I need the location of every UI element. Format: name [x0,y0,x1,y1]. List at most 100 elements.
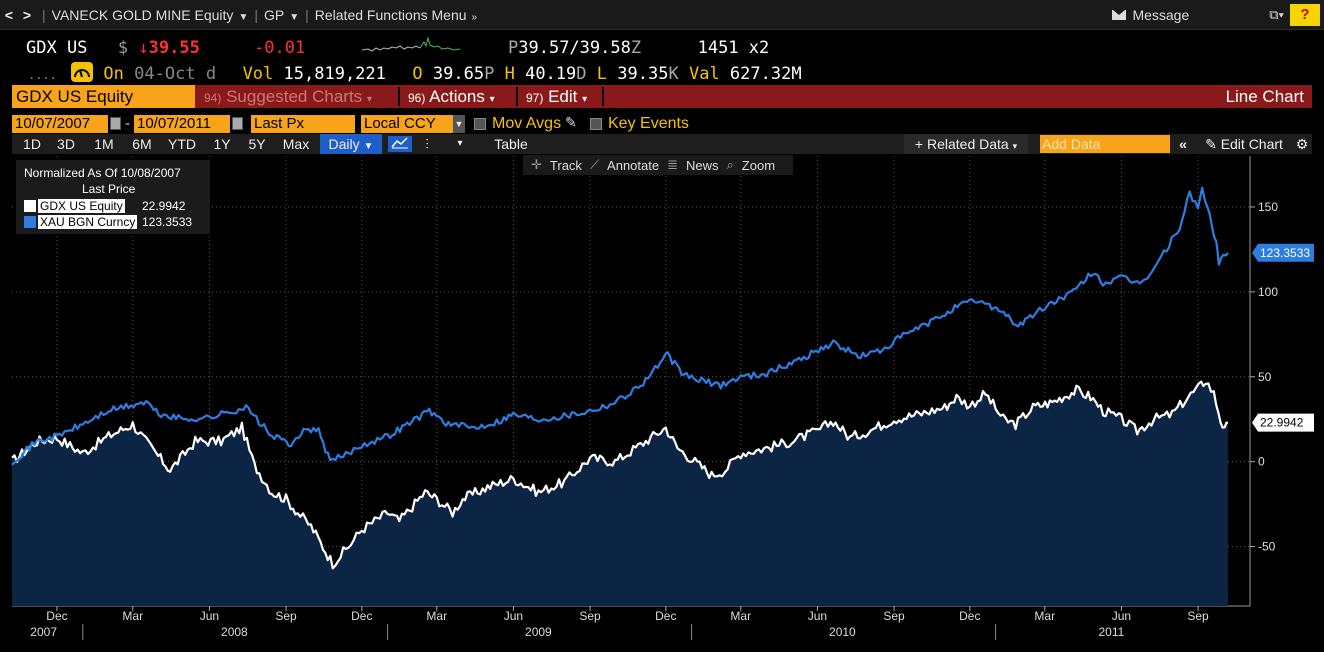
caret-down-icon: ▾ [582,94,588,105]
caret-down-icon: ▾ [366,94,372,105]
legend-item-name: XAU BGN Curncy [38,215,138,229]
menu-bar: GDX US Equity 94) Suggested Charts ▾ 96)… [12,85,1312,108]
low-value: 39.35 [617,64,669,84]
series-line-xau [11,186,1229,466]
period-1d[interactable]: 1D [23,136,41,152]
plus-icon: + [914,136,924,152]
related-data-menu[interactable]: + Related Data ▾ [904,134,1028,154]
dots: .... [28,68,57,82]
volume-value: 15,819,221 [283,64,386,84]
period-5y[interactable]: 5Y [248,136,266,152]
x-tick-label: Dec [959,609,980,623]
function-name: GP [263,6,285,23]
edit-menu[interactable]: 97) Edit ▾ [522,85,587,108]
low-exchange: K [668,64,679,84]
collapse-icon[interactable]: « [1179,136,1187,152]
sparkline-icon [362,36,461,52]
divider [398,87,400,106]
annotate-icon: ⟋ [589,157,600,172]
frequency-label: Daily [328,136,360,152]
year-label: 2007 [30,625,57,639]
on-label: On [103,64,124,84]
related-data-label: Related Data [926,136,1009,152]
table-button[interactable]: Table [494,136,528,152]
x-tick-label: Dec [655,609,676,623]
open-label: O [412,64,423,84]
down-arrow-icon: ↓ [138,38,149,58]
actions-menu[interactable]: 96) Actions ▾ [404,85,495,108]
currency-symbol: $ [117,38,129,58]
security-menu[interactable]: VANECK GOLD MINE Equity ▼ [52,7,249,23]
track-button[interactable]: Track [549,157,582,173]
price-field-select[interactable]: Last Px [251,115,355,133]
low-label: L [596,64,608,84]
value-traded: 627.32M [729,64,802,84]
y-tick-label: 100 [1258,285,1278,299]
caret-down-icon: ▾ [489,94,495,105]
mov-avgs-checkbox[interactable] [474,118,486,130]
legend-item-gdx[interactable]: GDX US Equity 22.9942 [24,198,185,214]
high-exchange: D [576,64,587,84]
ticker: GDX US [26,38,88,58]
period-max[interactable]: Max [282,136,310,152]
forward-icon[interactable]: > [22,6,32,23]
x-tick-label: Sep [883,609,905,623]
suggested-charts-menu[interactable]: 94) Suggested Charts ▾ [200,85,372,108]
currency-select[interactable]: Local CCY [361,115,453,133]
gear-icon[interactable]: ⚙ [1295,136,1309,152]
period-1y[interactable]: 1Y [213,136,231,152]
pencil-icon: ✎ [1205,136,1217,152]
pencil-icon[interactable]: ✎ [565,114,577,130]
last-value-tag-bg [1252,243,1314,262]
window-menu-icon[interactable]: ⧉▾ [1269,6,1284,22]
key-events-checkbox[interactable] [590,118,602,130]
caret-down-icon[interactable]: ▾ [457,138,463,149]
net-change: -0.01 [254,38,306,58]
period-ytd[interactable]: YTD [168,136,196,152]
period-1m[interactable]: 1M [94,136,114,152]
security-name: VANECK GOLD MINE Equity [51,6,234,23]
calendar-icon[interactable] [232,117,243,130]
start-date-field[interactable]: 10/07/2007 [12,115,108,133]
period-3d[interactable]: 3D [57,136,75,152]
add-data-input[interactable]: Add Data [1040,135,1170,153]
last-price: 39.55 [148,38,200,58]
news-icon: ≣ [667,157,678,172]
zoom-button[interactable]: Zoom [741,157,776,173]
news-button[interactable]: News [686,157,719,173]
annotate-button[interactable]: Annotate [607,157,660,173]
back-icon[interactable]: < [4,6,14,23]
legend-subtitle: Last Price [82,182,136,196]
divider [516,87,518,106]
end-date-field[interactable]: 10/07/2011 [134,115,230,133]
bar-chart-icon[interactable]: ⫶ [425,136,429,152]
related-functions-menu[interactable]: Related Functions Menu » [315,7,477,23]
x-tick-label: Mar [730,609,751,623]
ticker-field[interactable]: GDX US Equity [12,85,195,108]
period-6m[interactable]: 6M [132,136,152,152]
frequency-select[interactable]: Daily ▼ [320,134,382,154]
last-value-tag-text: 22.9942 [1260,416,1304,430]
caret-down-icon: ▾ [1012,141,1018,151]
y-tick-label: 50 [1258,370,1272,384]
function-menu[interactable]: GP ▼ [264,7,299,23]
help-button[interactable]: ? [1290,3,1320,26]
legend-item-xau[interactable]: XAU BGN Curncy 123.3533 [24,214,192,230]
price-chart[interactable]: -50 0 50 100 150 Dec Mar Jun Sep Dec Mar Jun Sep Dec M… [0,154,1324,652]
year-label: 2011 [1098,625,1124,639]
series-area-gdx [12,381,1228,606]
zoom-icon: ⌕ [726,157,734,172]
edit-number: 97) [526,91,544,105]
y-tick-label: 0 [1258,455,1265,469]
bid-ask-value: 39.57/39.58 [518,38,631,58]
double-chevron-down-icon: » [471,11,478,23]
mov-avgs-label: Mov Avgs [492,115,562,132]
caret-down-icon[interactable]: ▼ [453,115,465,133]
edit-chart-button[interactable]: ✎ Edit Chart [1196,134,1292,154]
x-tick-label: Jun [1112,609,1131,623]
line-chart-icon[interactable] [388,136,412,152]
message-button[interactable]: Message [1112,7,1189,23]
calendar-icon[interactable] [110,117,121,130]
separator: | [305,6,309,23]
caret-down-icon: ▼ [363,141,374,152]
